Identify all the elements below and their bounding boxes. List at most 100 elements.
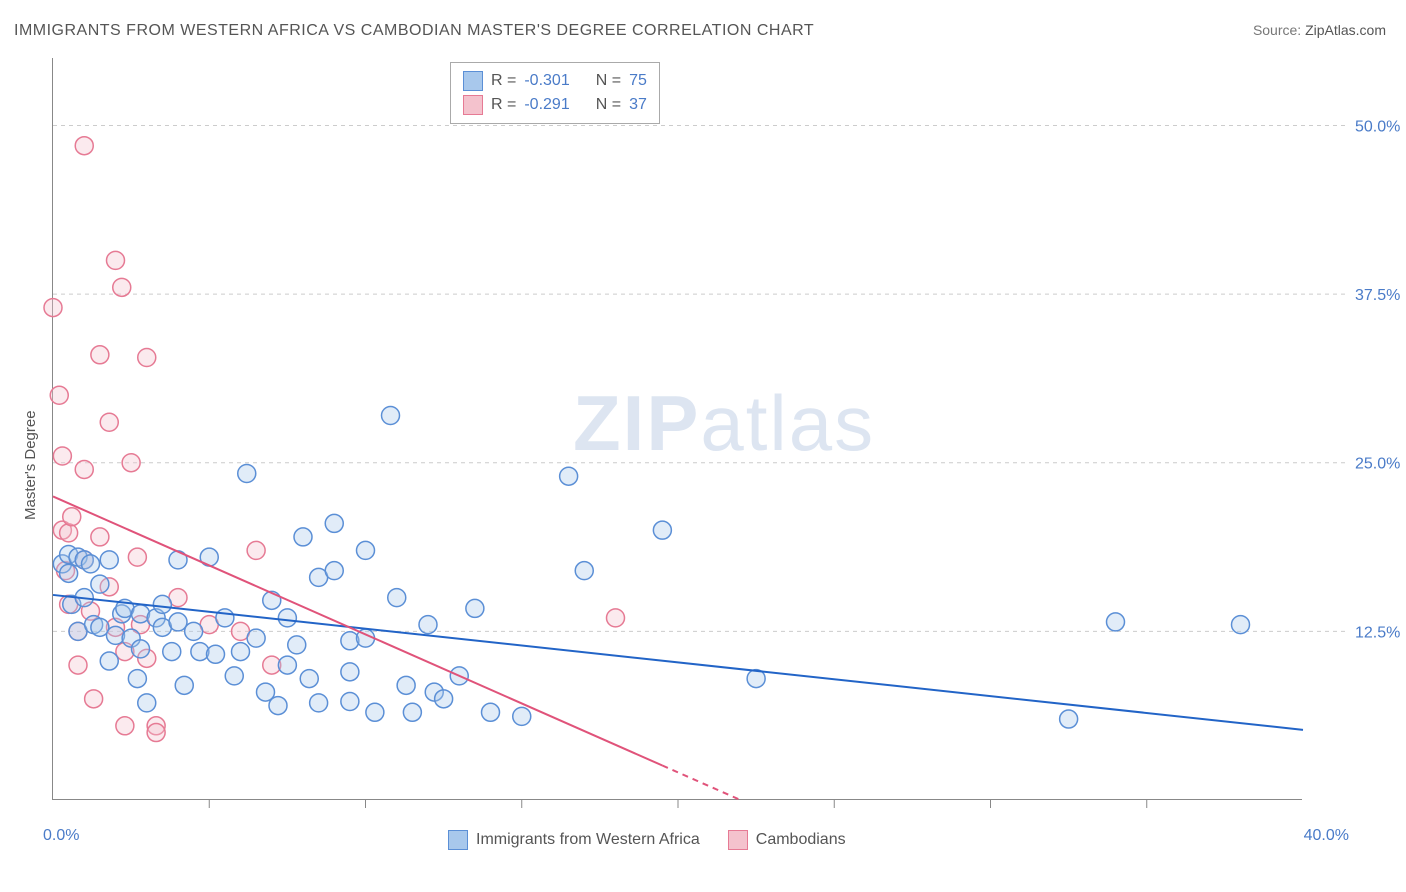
scatter-point [366,703,384,721]
scatter-point [513,707,531,725]
scatter-point [60,524,78,542]
trend-line-dashed [662,766,740,800]
scatter-point [325,562,343,580]
stat-legend-row: R = -0.301 N = 75 [463,69,647,93]
scatter-point [185,622,203,640]
scatter-point [122,454,140,472]
chart-title: IMMIGRANTS FROM WESTERN AFRICA VS CAMBOD… [14,22,814,40]
scatter-point [1060,710,1078,728]
scatter-point [53,447,71,465]
scatter-point [341,693,359,711]
scatter-point [232,643,250,661]
stat-n-label: N = [596,69,621,93]
scatter-point [100,652,118,670]
y-tick-label: 37.5% [1355,287,1400,304]
scatter-point [138,694,156,712]
stat-legend-row: R = -0.291 N = 37 [463,93,647,117]
scatter-point [50,386,68,404]
scatter-point [397,676,415,694]
series-legend: Immigrants from Western Africa Cambodians [448,830,846,850]
scatter-point [247,541,265,559]
legend-item: Immigrants from Western Africa [448,830,700,850]
scatter-point [82,555,100,573]
scatter-point [575,562,593,580]
scatter-point [128,548,146,566]
x-tick-label: 0.0% [43,827,79,844]
stat-n-value: 75 [629,69,647,93]
stat-n-label: N = [596,93,621,117]
scatter-point [60,564,78,582]
scatter-point [357,541,375,559]
scatter-point [207,645,225,663]
scatter-point [69,656,87,674]
scatter-point [44,299,62,317]
scatter-point [1232,616,1250,634]
scatter-point [382,407,400,425]
scatter-point [175,676,193,694]
scatter-point [1107,613,1125,631]
scatter-point [91,575,109,593]
stat-r-value: -0.301 [524,69,569,93]
scatter-point [138,348,156,366]
scatter-point [310,694,328,712]
scatter-point [300,670,318,688]
scatter-point [153,595,171,613]
scatter-point [278,609,296,627]
stat-r-value: -0.291 [524,93,569,117]
scatter-point [607,609,625,627]
legend-label: Cambodians [756,831,846,849]
scatter-point [163,643,181,661]
scatter-point [419,616,437,634]
scatter-point [403,703,421,721]
source-attribution: Source: ZipAtlas.com [1253,22,1386,38]
scatter-point [91,346,109,364]
scatter-point [63,508,81,526]
scatter-point [288,636,306,654]
y-tick-label: 50.0% [1355,118,1400,135]
scatter-point [128,670,146,688]
scatter-point [85,690,103,708]
scatter-point [132,640,150,658]
scatter-point [294,528,312,546]
scatter-point [653,521,671,539]
legend-swatch [448,830,468,850]
source-label: Source: [1253,22,1301,38]
stat-r-label: R = [491,69,516,93]
y-axis-label: Master's Degree [22,410,39,520]
scatter-point [225,667,243,685]
scatter-point [116,717,134,735]
legend-swatch [463,71,483,91]
scatter-point [435,690,453,708]
scatter-point [113,278,131,296]
source-value: ZipAtlas.com [1305,22,1386,38]
scatter-point [216,609,234,627]
y-tick-label: 25.0% [1355,456,1400,473]
scatter-point [269,697,287,715]
scatter-point [100,413,118,431]
scatter-point [107,251,125,269]
scatter-point [75,460,93,478]
scatter-point [100,551,118,569]
scatter-point [482,703,500,721]
scatter-point [91,528,109,546]
legend-label: Immigrants from Western Africa [476,831,700,849]
scatter-point [388,589,406,607]
scatter-point [147,724,165,742]
scatter-point [325,514,343,532]
scatter-point [247,629,265,647]
correlation-legend: R = -0.301 N = 75 R = -0.291 N = 37 [450,62,660,124]
scatter-point [341,663,359,681]
scatter-point [169,613,187,631]
x-tick-label: 40.0% [1304,827,1349,844]
stat-r-label: R = [491,93,516,117]
legend-item: Cambodians [728,830,846,850]
scatter-point [278,656,296,674]
scatter-point [75,137,93,155]
scatter-point [238,465,256,483]
scatter-point [560,467,578,485]
legend-swatch [728,830,748,850]
scatter-chart: 12.5%25.0%37.5%50.0%0.0%40.0% [53,58,1403,860]
stat-n-value: 37 [629,93,647,117]
y-tick-label: 12.5% [1355,624,1400,641]
scatter-point [466,599,484,617]
